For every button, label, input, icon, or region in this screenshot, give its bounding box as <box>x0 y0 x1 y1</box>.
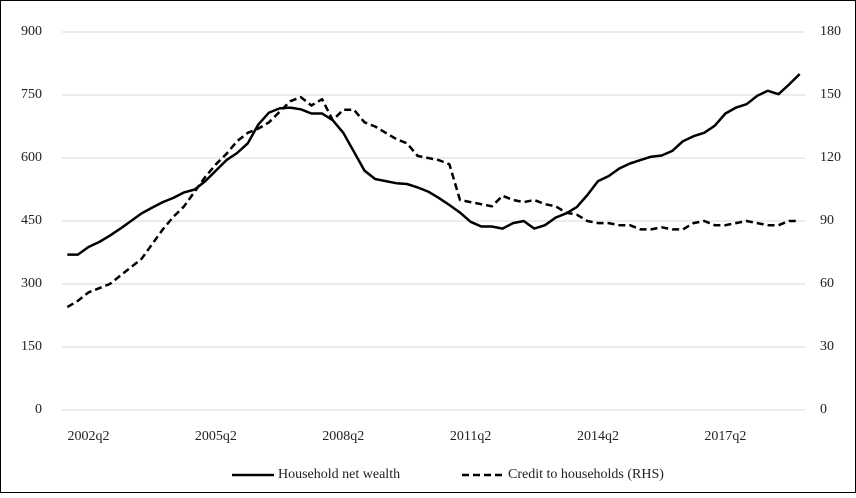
y2-tick-label: 0 <box>820 402 827 417</box>
y-tick-label: 150 <box>21 339 42 354</box>
data-line <box>66 95 800 309</box>
x-tick-label: 2011q2 <box>450 429 491 444</box>
legend-label: Credit to households (RHS) <box>508 467 664 482</box>
y-tick-label: 300 <box>21 276 42 291</box>
x-tick-label: 2002q2 <box>68 429 110 444</box>
y2-tick-label: 30 <box>820 339 834 354</box>
y2-tick-label: 180 <box>820 24 841 39</box>
y-tick-label: 600 <box>21 150 42 165</box>
y2-tick-label: 90 <box>820 213 834 228</box>
x-tick-label: 2005q2 <box>195 429 237 444</box>
y-tick-label: 0 <box>35 402 42 417</box>
y2-tick-label: 60 <box>820 276 834 291</box>
x-tick-label: 2008q2 <box>322 429 364 444</box>
y-tick-label: 900 <box>21 24 42 39</box>
x-tick-label: 2017q2 <box>704 429 746 444</box>
data-line <box>67 73 801 256</box>
y2-tick-label: 120 <box>820 150 841 165</box>
y-tick-label: 750 <box>21 87 42 102</box>
y-tick-label: 450 <box>21 213 42 228</box>
y2-tick-label: 150 <box>820 87 841 102</box>
x-tick-label: 2014q2 <box>577 429 619 444</box>
legend-label: Household net wealth <box>278 467 400 482</box>
